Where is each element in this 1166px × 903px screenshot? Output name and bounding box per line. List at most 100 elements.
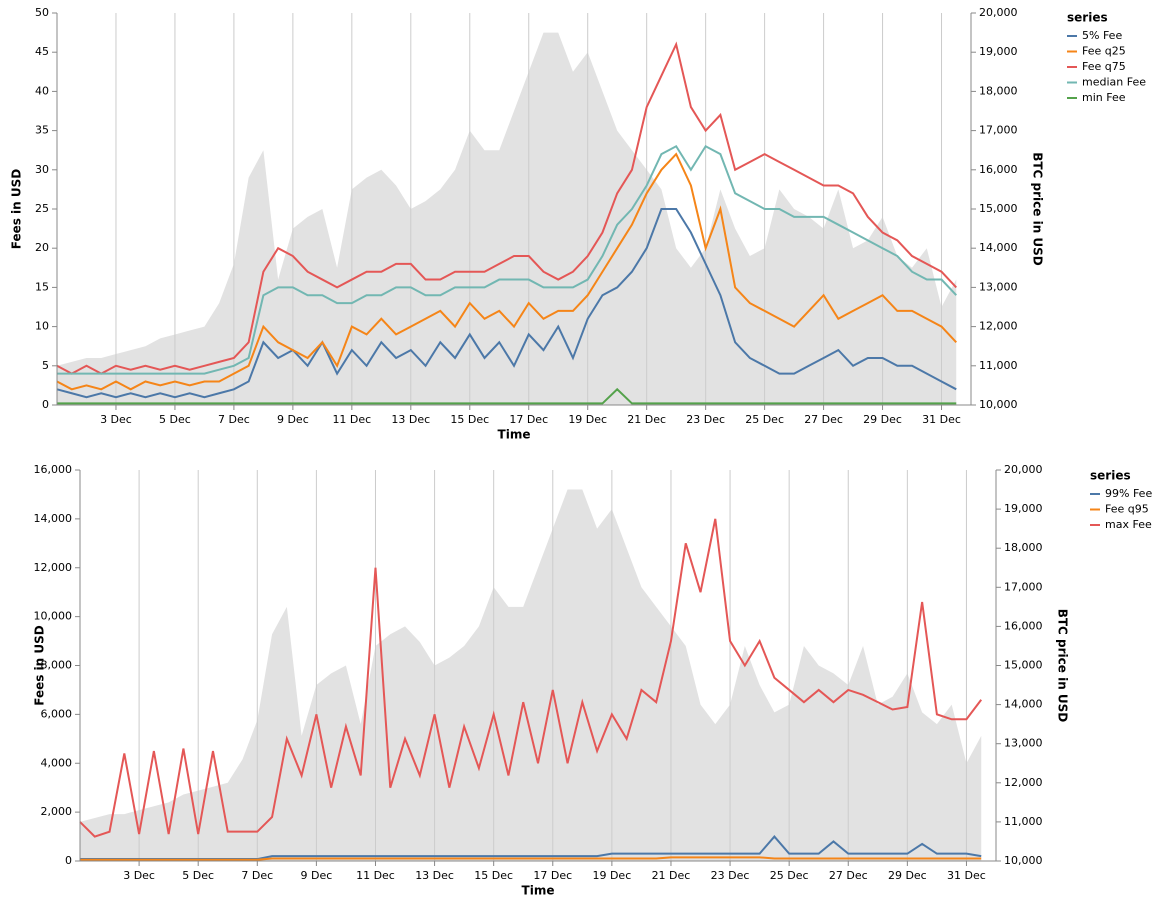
x-tick-label: 27 Dec [829, 869, 868, 882]
y2-tick-label: 12,000 [1004, 776, 1043, 789]
x-tick-label: 17 Dec [533, 869, 572, 882]
x-tick-label: 27 Dec [804, 413, 843, 426]
x-tick-label: 5 Dec [159, 413, 191, 426]
series-line [57, 387, 957, 405]
price-area [80, 489, 982, 861]
x-tick-label: 23 Dec [686, 413, 725, 426]
legend-label: 5% Fee [1082, 29, 1122, 42]
x-tick-label: 17 Dec [509, 413, 548, 426]
y2-tick-label: 14,000 [1004, 698, 1043, 711]
legend-title: series [1090, 469, 1131, 483]
y-tick-label: 12,000 [34, 561, 73, 574]
legend-label: median Fee [1082, 76, 1146, 89]
y2-tick-label: 10,000 [979, 398, 1018, 411]
series-line [56, 152, 957, 391]
x-tick-label: 19 Dec [592, 869, 631, 882]
series-line [80, 856, 982, 861]
series-line [56, 41, 957, 375]
y2-tick-label: 10,000 [1004, 854, 1043, 867]
y2-tick-label: 17,000 [979, 124, 1018, 137]
x-tick-label: 21 Dec [652, 869, 691, 882]
y2-tick-label: 15,000 [1004, 659, 1043, 672]
x-tick-label: 15 Dec [450, 413, 489, 426]
x-tick-label: 7 Dec [241, 869, 273, 882]
x-tick-label: 13 Dec [415, 869, 454, 882]
x-tick-label: 23 Dec [711, 869, 750, 882]
y-tick-label: 10,000 [34, 610, 73, 623]
x-tick-label: 11 Dec [356, 869, 395, 882]
x-axis-title: Time [522, 884, 555, 898]
y2-tick-label: 11,000 [1004, 815, 1043, 828]
y-tick-label: 8,000 [41, 659, 73, 672]
series-line [56, 208, 957, 399]
x-tick-label: 21 Dec [627, 413, 666, 426]
y2-tick-label: 12,000 [979, 320, 1018, 333]
y2-tick-label: 19,000 [979, 45, 1018, 58]
y2-tick-label: 13,000 [979, 280, 1018, 293]
y-tick-label: 0 [65, 854, 72, 867]
y2-tick-label: 11,000 [979, 359, 1018, 372]
series-line [57, 144, 957, 375]
legend-title: series [1067, 11, 1108, 25]
x-tick-label: 3 Dec [100, 413, 132, 426]
y2-tick-label: 18,000 [1004, 541, 1043, 554]
x-tick-label: 25 Dec [745, 413, 784, 426]
y2-tick-label: 13,000 [1004, 737, 1043, 750]
y2-tick-label: 16,000 [979, 163, 1018, 176]
y-tick-label: 35 [35, 124, 49, 137]
y2-tick-label: 20,000 [1004, 463, 1043, 476]
x-tick-label: 25 Dec [770, 869, 809, 882]
x-axis-title: Time [498, 428, 531, 442]
y-tick-label: 15 [35, 280, 49, 293]
y-tick-label: 0 [42, 398, 49, 411]
y-tick-label: 16,000 [34, 463, 73, 476]
x-tick-label: 13 Dec [391, 413, 430, 426]
y2-axis-title: BTC price in USD [1056, 609, 1070, 723]
chart-panel: 3 Dec 5 Dec 7 Dec 9 Dec 11 Dec 13 Dec 15 Dec 17… [10, 6, 1147, 442]
y-tick-label: 2,000 [41, 805, 73, 818]
y2-axis-title: BTC price in USD [1031, 152, 1045, 266]
y-tick-label: 5 [42, 359, 49, 372]
x-tick-label: 5 Dec [182, 869, 214, 882]
x-tick-label: 19 Dec [568, 413, 607, 426]
series-line [79, 518, 983, 838]
legend-label: Fee q95 [1105, 503, 1149, 516]
legend-label: max Fee [1105, 518, 1152, 531]
y-tick-label: 14,000 [34, 512, 73, 525]
y2-tick-label: 18,000 [979, 84, 1018, 97]
x-tick-label: 7 Dec [218, 413, 250, 426]
y-axis-title: Fees in USD [10, 169, 24, 250]
y-tick-label: 40 [35, 84, 49, 97]
x-tick-label: 29 Dec [863, 413, 902, 426]
y-tick-label: 4,000 [41, 756, 73, 769]
y2-tick-label: 17,000 [1004, 580, 1043, 593]
y-tick-label: 10 [35, 320, 49, 333]
x-tick-label: 11 Dec [332, 413, 371, 426]
y-tick-label: 20 [35, 241, 49, 254]
y-tick-label: 6,000 [41, 707, 73, 720]
x-tick-label: 9 Dec [300, 869, 332, 882]
x-tick-label: 3 Dec [123, 869, 155, 882]
y-axis-title: Fees in USD [33, 625, 47, 706]
chart-panel: 3 Dec 5 Dec 7 Dec 9 Dec 11 Dec 13 Dec 15 Dec 17… [33, 463, 1153, 898]
y-tick-label: 30 [35, 163, 49, 176]
y2-tick-label: 16,000 [1004, 619, 1043, 632]
x-tick-label: 9 Dec [277, 413, 309, 426]
y2-tick-label: 20,000 [979, 6, 1018, 19]
y-tick-label: 50 [35, 6, 49, 19]
x-tick-label: 29 Dec [888, 869, 927, 882]
y2-tick-label: 14,000 [979, 241, 1018, 254]
legend-label: 99% Fee [1105, 487, 1152, 500]
legend-label: Fee q75 [1082, 60, 1126, 73]
y-tick-label: 25 [35, 202, 49, 215]
x-tick-label: 31 Dec [947, 869, 986, 882]
x-tick-label: 15 Dec [474, 869, 513, 882]
y-tick-label: 45 [35, 45, 49, 58]
price-area [57, 32, 957, 405]
x-tick-label: 31 Dec [922, 413, 961, 426]
y2-tick-label: 15,000 [979, 202, 1018, 215]
y2-tick-label: 19,000 [1004, 502, 1043, 515]
legend-label: Fee q25 [1082, 45, 1126, 58]
legend-label: min Fee [1082, 91, 1126, 104]
